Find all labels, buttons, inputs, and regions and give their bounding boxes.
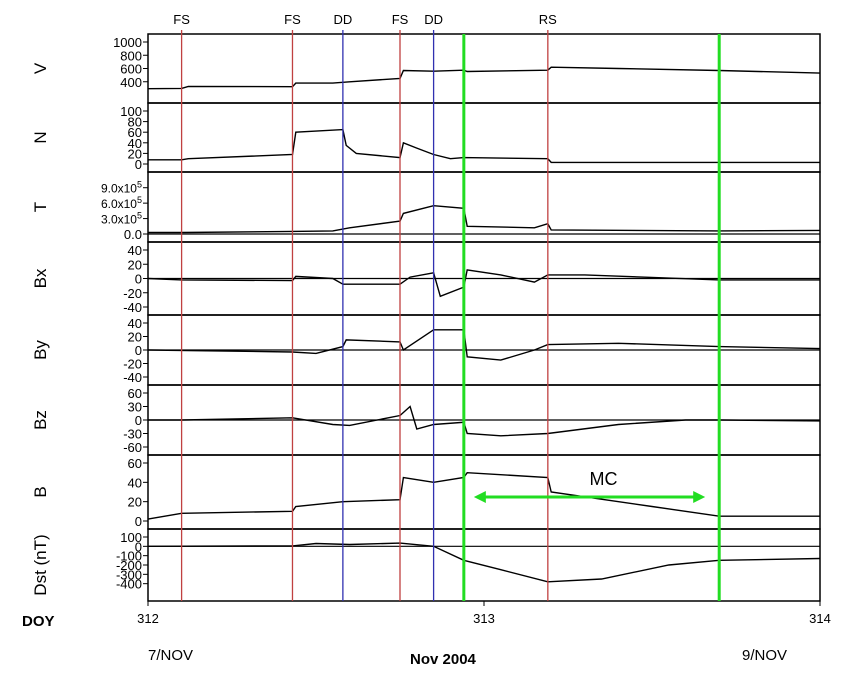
panel-label: By	[31, 340, 50, 360]
y-tick-exponent: 5	[137, 180, 142, 190]
y-tick-label: 60	[128, 456, 142, 471]
mc-annotation: MC	[473, 469, 706, 503]
panel-label: B	[31, 486, 50, 497]
y-tick-label: 1000	[113, 35, 142, 50]
y-tick-label: 100	[120, 530, 142, 545]
y-tick-label: 40	[128, 243, 142, 258]
date-left-label: 7/NOV	[148, 647, 193, 664]
y-tick-label: 800	[120, 48, 142, 63]
y-tick-label: 80	[128, 115, 142, 130]
mc-label: MC	[590, 469, 618, 489]
x-tick-label: 314	[809, 611, 831, 626]
x-axis-label: DOY	[22, 613, 55, 630]
y-tick-label: -40	[123, 370, 142, 385]
event-label: FS	[392, 12, 409, 27]
series-line	[147, 269, 820, 298]
panel-label: Bz	[31, 410, 50, 430]
y-tick-exponent: 5	[137, 195, 142, 205]
y-tick-label: 0	[135, 157, 142, 172]
event-label: FS	[173, 12, 190, 27]
y-tick-label: 6.0x105	[101, 195, 142, 211]
chart-panels: 4006008001000V020406080100N0.03.0x1056.0…	[31, 33, 821, 602]
y-tick-label: -100	[116, 549, 142, 564]
panel-label: Dst (nT)	[31, 534, 50, 595]
series-line	[147, 66, 821, 90]
y-tick-label: 0	[135, 413, 142, 428]
y-tick-label: 0.0	[124, 227, 142, 242]
y-tick-label: 0	[135, 343, 142, 358]
y-tick-label: 100	[120, 104, 142, 119]
y-tick-label: -300	[116, 567, 142, 582]
y-tick-label: 60	[128, 125, 142, 140]
series-line	[147, 329, 821, 361]
y-tick-label: -200	[116, 558, 142, 573]
y-tick-label: 40	[128, 475, 142, 490]
y-tick-label: 60	[128, 386, 142, 401]
chart-overlay: 312 313 314 MC	[137, 469, 831, 626]
event-label: DD	[333, 12, 352, 27]
panel-label: T	[31, 202, 50, 212]
y-tick-label: -30	[123, 427, 142, 442]
panel-label: V	[31, 62, 50, 74]
mc-arrow-head-right	[693, 491, 706, 503]
y-tick-label: 40	[128, 136, 142, 151]
y-tick-exponent: 5	[137, 211, 142, 221]
panel-label: Bx	[31, 268, 50, 288]
y-tick-label: 600	[120, 62, 142, 77]
y-tick-label: -20	[123, 286, 142, 301]
y-tick-label: 0	[135, 514, 142, 529]
x-tick-label: 312	[137, 611, 159, 626]
y-tick-label: 400	[120, 75, 142, 90]
mc-arrow-head-left	[473, 491, 486, 503]
x-axis: 312 313 314	[137, 601, 831, 626]
y-tick-label: 3.0x105	[101, 211, 142, 227]
y-tick-label: -20	[123, 357, 142, 372]
y-tick-label: 20	[128, 146, 142, 161]
panel-b: 0 20 40 60 B	[31, 454, 821, 530]
y-tick-label: 20	[128, 330, 142, 345]
event-label: DD	[424, 12, 443, 27]
event-label: RS	[539, 12, 557, 27]
date-center-label: Nov 2004	[410, 651, 477, 668]
y-tick-label: 20	[128, 495, 142, 510]
y-tick-label: -40	[123, 300, 142, 315]
y-tick-label: 20	[128, 257, 142, 272]
y-tick-label: 0	[135, 272, 142, 287]
y-tick-label: -400	[116, 577, 142, 592]
y-tick-label: 9.0x105	[101, 180, 142, 196]
panel-label: N	[31, 131, 50, 143]
y-tick-label: 0	[135, 539, 142, 554]
y-tick-label: 30	[128, 400, 142, 415]
event-lines: FS FS DD FS DD RS	[173, 12, 721, 601]
x-tick-label: 313	[473, 611, 495, 626]
date-right-label: 9/NOV	[742, 647, 787, 664]
y-tick-label: -60	[123, 440, 142, 455]
y-tick-label: 40	[128, 316, 142, 331]
event-label: FS	[284, 12, 301, 27]
